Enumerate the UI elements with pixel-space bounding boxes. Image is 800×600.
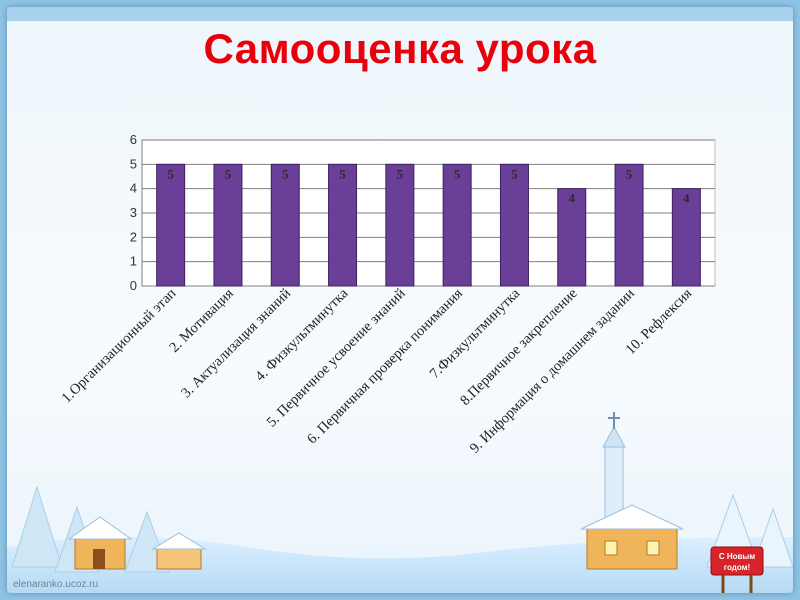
bar [557,188,587,287]
bar [270,163,300,287]
data-label: 4 [569,191,576,206]
slide: Самооценка урока 0 1 2 3 4 5 6 5 1.Организационн… [7,7,793,593]
slide-frame [7,7,793,21]
watermark: elenaranko.ucoz.ru [13,579,99,590]
data-label: 5 [167,166,174,181]
sign-text-line1: С Новым [719,552,755,561]
bar [614,163,644,287]
bar [671,188,701,287]
data-label: 5 [626,166,633,181]
church-icon [580,412,684,570]
bar [328,163,358,287]
house-icon [151,532,207,570]
data-label: 5 [282,166,289,181]
data-label: 4 [683,191,690,206]
data-label: 5 [339,166,346,181]
winter-scene-illustration: С Новым годом! [7,412,793,593]
sign-text-line2: годом! [724,563,750,572]
data-label: 5 [511,166,518,181]
data-label: 5 [454,166,461,181]
bar [156,163,186,287]
new-year-sign: С Новым годом! [710,546,764,593]
bar [499,163,529,287]
y-tick-label: 6 [130,132,137,147]
y-tick-label: 2 [130,229,137,244]
y-tick-label: 3 [130,205,137,220]
y-tick-label: 0 [130,278,137,293]
y-tick-label: 4 [130,181,137,196]
y-tick-label: 1 [130,254,137,269]
data-label: 5 [397,166,404,181]
data-label: 5 [225,166,232,181]
y-tick-label: 5 [130,156,137,171]
bar [442,163,472,287]
bar [213,163,243,287]
house-icon [67,516,133,570]
slide-title: Самооценка урока [203,25,597,72]
bar [385,163,415,287]
